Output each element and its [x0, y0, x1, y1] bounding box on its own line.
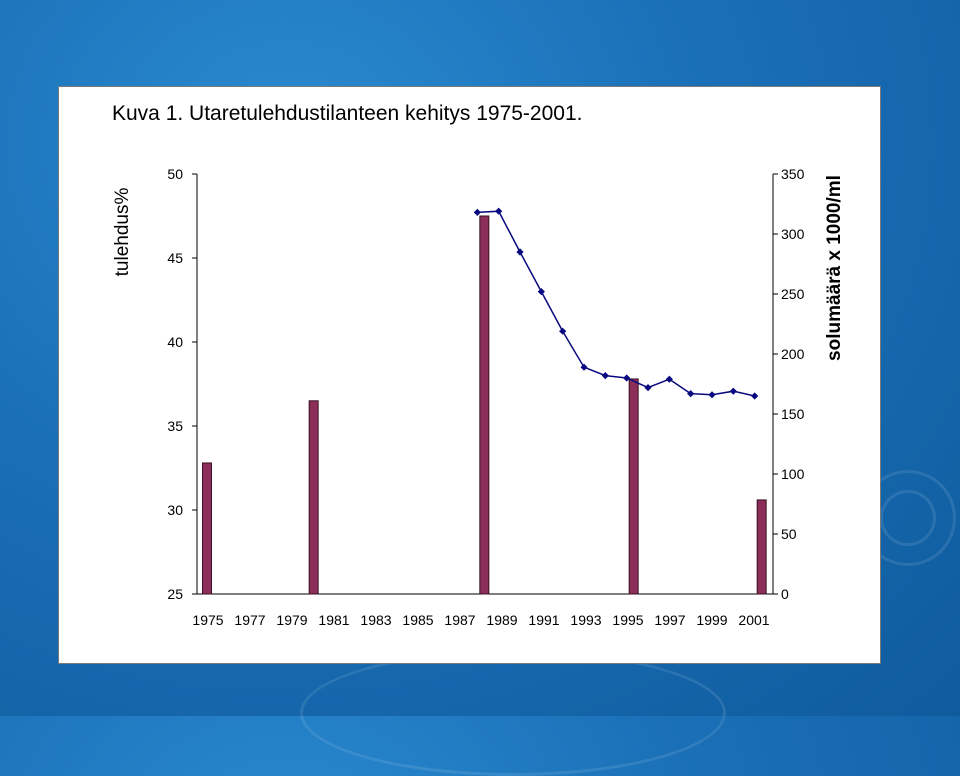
bar — [479, 215, 490, 595]
x-tick-label: 2001 — [738, 612, 769, 628]
line-point-marker — [516, 248, 524, 256]
line-point-marker — [623, 374, 631, 382]
left-tick-label: 25 — [167, 586, 183, 602]
x-tick-label: 1989 — [486, 612, 517, 628]
right-tick-label: 200 — [781, 346, 805, 362]
right-tick-label: 350 — [781, 166, 805, 182]
line-point-marker — [687, 390, 695, 398]
x-tick-label: 1997 — [654, 612, 685, 628]
left-tick-label: 40 — [167, 334, 183, 350]
x-tick-label: 1999 — [696, 612, 727, 628]
x-tick-label: 1985 — [402, 612, 433, 628]
right-tick-label: 250 — [781, 286, 805, 302]
line-point-marker — [495, 207, 503, 215]
left-tick-label: 30 — [167, 502, 183, 518]
line-point-marker — [665, 375, 673, 383]
x-tick-label: 1975 — [192, 612, 223, 628]
right-tick-label: 300 — [781, 226, 805, 242]
line-point-marker — [559, 327, 567, 335]
right-tick-label: 50 — [781, 526, 797, 542]
line-point-marker — [751, 392, 759, 400]
right-tick-label: 0 — [781, 586, 789, 602]
line-point-marker — [601, 372, 609, 380]
bar — [202, 462, 212, 595]
bar — [628, 378, 639, 595]
right-tick-label: 150 — [781, 406, 805, 422]
x-tick-label: 1995 — [612, 612, 643, 628]
right-axis-title: solumäärä x 1000/ml — [824, 175, 845, 361]
line-point-marker — [644, 384, 652, 392]
left-tick-label: 35 — [167, 418, 183, 434]
x-tick-label: 1977 — [234, 612, 265, 628]
line-point-marker — [729, 387, 737, 395]
slide-title: Kuva 1. Utaretulehdustilanteen kehitys 1… — [112, 102, 583, 125]
x-tick-label: 1987 — [444, 612, 475, 628]
left-axis-title: tulehdus% — [112, 188, 133, 277]
line-series — [477, 210, 755, 397]
combo-chart: 25 30 35 40 45 50 0 50 100 150 200 250 300 350 tulehdu… — [112, 166, 845, 628]
x-tick-label: 1993 — [570, 612, 601, 628]
right-tick-label: 100 — [781, 466, 805, 482]
left-tick-label: 50 — [167, 166, 183, 182]
line-point-marker — [580, 363, 588, 371]
decorative-ripple — [880, 490, 936, 546]
x-tick-label: 1983 — [360, 612, 391, 628]
x-tick-label: 1981 — [318, 612, 349, 628]
left-tick-label: 45 — [167, 250, 183, 266]
x-tick-label: 1991 — [528, 612, 559, 628]
bar — [308, 400, 319, 595]
line-point-marker — [708, 391, 716, 399]
bar — [756, 499, 767, 595]
x-tick-label: 1979 — [276, 612, 307, 628]
line-point-marker — [473, 208, 481, 216]
line-point-marker — [537, 288, 545, 296]
slide-panel — [58, 86, 881, 664]
